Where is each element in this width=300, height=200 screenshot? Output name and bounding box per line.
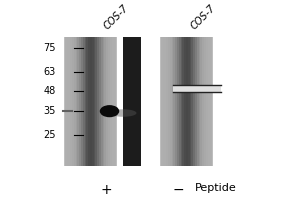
Text: 63: 63	[43, 67, 56, 77]
Bar	[163, 37, 164, 166]
Text: 25: 25	[43, 130, 56, 140]
Bar	[94, 37, 95, 166]
Bar	[81, 37, 83, 166]
Bar	[182, 37, 184, 166]
Bar	[72, 37, 74, 166]
Bar	[67, 37, 68, 166]
Ellipse shape	[110, 109, 136, 117]
Bar	[83, 37, 85, 166]
Bar	[104, 37, 106, 166]
Bar	[99, 37, 101, 166]
Bar	[168, 37, 170, 166]
Bar	[159, 37, 161, 166]
Text: 75: 75	[43, 43, 56, 53]
Bar	[108, 37, 110, 166]
Bar	[103, 37, 104, 166]
Bar	[209, 37, 211, 166]
Bar	[161, 37, 163, 166]
Bar	[74, 37, 76, 166]
Bar	[95, 37, 97, 166]
Text: COS-7: COS-7	[102, 3, 131, 32]
Bar	[197, 37, 199, 166]
Bar	[179, 37, 181, 166]
Bar	[184, 37, 186, 166]
Bar	[195, 37, 197, 166]
Bar	[202, 37, 204, 166]
Bar	[63, 37, 65, 166]
Bar	[199, 37, 200, 166]
Bar	[123, 37, 141, 166]
Bar	[191, 37, 193, 166]
Bar	[172, 37, 173, 166]
Bar	[63, 37, 117, 166]
Bar	[200, 37, 202, 166]
Bar	[90, 37, 92, 166]
Text: Peptide: Peptide	[195, 183, 237, 193]
Bar	[92, 37, 94, 166]
Bar	[177, 37, 179, 166]
Bar	[101, 37, 103, 166]
Bar	[173, 37, 175, 166]
Bar	[115, 37, 117, 166]
Bar	[159, 37, 213, 166]
Bar	[88, 37, 90, 166]
Bar	[110, 37, 112, 166]
Bar	[204, 37, 206, 166]
Bar	[65, 37, 67, 166]
Bar	[175, 37, 177, 166]
Text: 35: 35	[43, 106, 56, 116]
Bar	[193, 37, 195, 166]
Text: 48: 48	[43, 86, 56, 96]
Bar	[86, 37, 88, 166]
Bar	[188, 37, 190, 166]
Bar	[106, 37, 108, 166]
Text: COS-7: COS-7	[189, 3, 218, 32]
Bar	[70, 37, 72, 166]
Text: −: −	[173, 183, 184, 197]
Bar	[170, 37, 172, 166]
Ellipse shape	[100, 105, 119, 117]
Text: +: +	[101, 183, 112, 197]
Bar	[208, 37, 209, 166]
Bar	[77, 37, 79, 166]
Bar	[97, 37, 99, 166]
Bar	[166, 37, 168, 166]
Bar	[79, 37, 81, 166]
Bar	[85, 37, 86, 166]
Bar	[190, 37, 191, 166]
Bar	[181, 37, 182, 166]
Bar	[113, 37, 115, 166]
Bar	[206, 37, 208, 166]
Bar	[172, 85, 220, 92]
Bar	[68, 37, 70, 166]
Bar	[76, 37, 77, 166]
Bar	[112, 37, 113, 166]
Bar	[164, 37, 166, 166]
Bar	[186, 37, 188, 166]
Bar	[211, 37, 213, 166]
